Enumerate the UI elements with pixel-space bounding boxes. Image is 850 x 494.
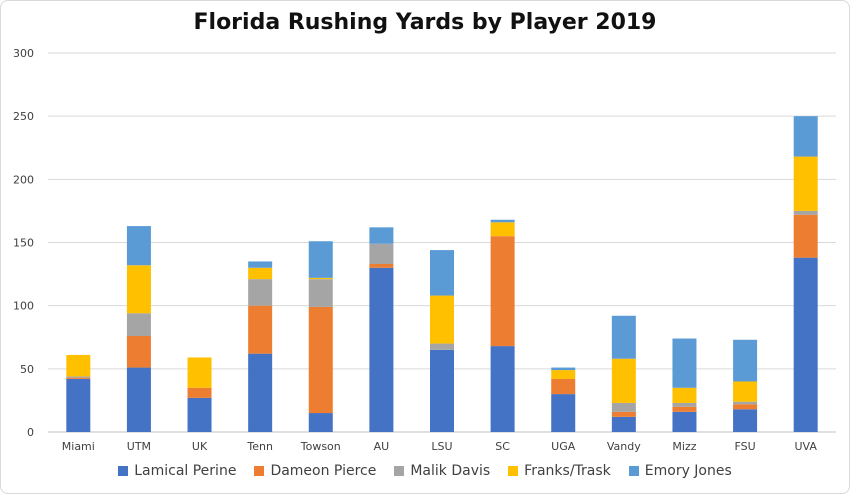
y-tick-label: 300 — [13, 47, 34, 60]
bar-segment[interactable] — [490, 219, 515, 223]
bar-segment[interactable] — [793, 210, 818, 215]
bar-segment[interactable] — [248, 261, 273, 268]
bar-segment[interactable] — [733, 381, 758, 402]
x-tick-label: FSU — [734, 440, 755, 453]
x-tick-label: Tenn — [246, 440, 273, 453]
bar-segment[interactable] — [611, 358, 636, 403]
bar-segment[interactable] — [672, 411, 697, 432]
bar-segment[interactable] — [369, 243, 394, 264]
bar-segment[interactable] — [369, 267, 394, 432]
x-tick-label: SC — [495, 440, 510, 453]
bar-segment[interactable] — [308, 413, 333, 432]
bar-segment[interactable] — [793, 214, 818, 258]
bar-segment[interactable] — [248, 267, 273, 280]
bar-segment[interactable] — [733, 404, 758, 410]
bar-segment[interactable] — [430, 250, 454, 296]
bar-segment[interactable] — [308, 241, 333, 278]
bar-segment[interactable] — [308, 279, 333, 307]
bar-segment[interactable] — [672, 402, 697, 407]
legend-item[interactable]: Lamical Perine — [118, 463, 236, 479]
bar-segment[interactable] — [66, 376, 91, 378]
x-tick-label: Towson — [300, 440, 341, 453]
bar-segment[interactable] — [672, 338, 697, 388]
bar-segment[interactable] — [187, 387, 212, 398]
bar-segment[interactable] — [793, 156, 818, 211]
bar-segment[interactable] — [308, 277, 333, 280]
legend-swatch — [394, 466, 405, 476]
bar-segment[interactable] — [430, 343, 454, 350]
bar-segment[interactable] — [430, 349, 454, 432]
legend-label: Lamical Perine — [134, 463, 237, 479]
bar-segment[interactable] — [733, 339, 758, 382]
y-tick-label: 50 — [20, 363, 34, 376]
bar-segment[interactable] — [187, 397, 212, 432]
bar-segment[interactable] — [551, 367, 576, 371]
legend-swatch — [508, 466, 519, 476]
bar-segment[interactable] — [551, 394, 576, 432]
bar-segment[interactable] — [793, 116, 818, 157]
bar-segment[interactable] — [248, 305, 273, 354]
bar-segment[interactable] — [126, 313, 151, 336]
y-tick-label: 150 — [13, 237, 34, 250]
legend-label: Franks/Trask — [524, 463, 611, 479]
legend-item[interactable]: Emory Jones — [628, 463, 732, 479]
x-tick-label: LSU — [431, 440, 452, 453]
bar-segment[interactable] — [126, 265, 151, 314]
x-tick-label: Mizz — [672, 440, 696, 453]
x-tick-label: UGA — [551, 440, 576, 453]
y-tick-label: 100 — [13, 300, 34, 313]
bar-segment[interactable] — [490, 222, 515, 237]
bar-segment[interactable] — [551, 370, 576, 379]
bar-segment[interactable] — [672, 406, 697, 412]
bar-segment[interactable] — [126, 226, 151, 266]
legend-swatch — [118, 466, 129, 476]
y-tick-label: 250 — [13, 110, 34, 123]
legend-swatch — [254, 466, 265, 476]
bar-segment[interactable] — [611, 411, 636, 417]
legend-item[interactable]: Malik Davis — [394, 463, 490, 479]
legend-swatch — [628, 466, 639, 476]
chart-title: Florida Rushing Yards by Player 2019 — [193, 10, 657, 35]
legend-label: Dameon Pierce — [270, 463, 377, 479]
bar-segment[interactable] — [793, 257, 818, 432]
bar-segment[interactable] — [551, 378, 576, 395]
bar-segment[interactable] — [66, 377, 91, 379]
legend-label: Emory Jones — [644, 463, 732, 479]
x-tick-label: Vandy — [607, 440, 641, 453]
bar-segment[interactable] — [126, 367, 151, 432]
bar-segment[interactable] — [611, 416, 636, 432]
x-tick-label: UTM — [127, 440, 151, 453]
legend-label: Malik Davis — [410, 463, 491, 479]
bar-segment[interactable] — [733, 409, 758, 432]
bar-segment[interactable] — [672, 387, 697, 403]
x-tick-label: Miami — [62, 440, 95, 453]
bar-segment[interactable] — [611, 402, 636, 412]
bar-segment[interactable] — [430, 295, 454, 344]
x-tick-label: UK — [192, 440, 208, 453]
bar-segment[interactable] — [66, 354, 91, 377]
bar-segment[interactable] — [611, 315, 636, 359]
bar-segment[interactable] — [248, 353, 273, 432]
bar-segment[interactable] — [66, 378, 91, 432]
y-tick-label: 200 — [13, 173, 34, 186]
legend-item[interactable]: Franks/Trask — [508, 463, 611, 479]
x-tick-label: AU — [374, 440, 390, 453]
bar-segment[interactable] — [369, 263, 394, 268]
bar-segment[interactable] — [733, 401, 758, 405]
legend-item[interactable]: Dameon Pierce — [254, 463, 376, 479]
chart-legend: Lamical Perine Dameon Pierce Malik Davis Fr… — [0, 463, 850, 479]
y-tick-label: 0 — [27, 426, 34, 439]
x-tick-label: UVA — [794, 440, 817, 453]
bar-segment[interactable] — [490, 236, 515, 347]
bar-segment[interactable] — [490, 346, 515, 432]
bar-segment[interactable] — [126, 335, 151, 368]
bar-segment[interactable] — [308, 306, 333, 414]
bar-segment[interactable] — [369, 227, 394, 244]
bar-segment[interactable] — [248, 279, 273, 306]
bar-segment[interactable] — [187, 357, 212, 388]
